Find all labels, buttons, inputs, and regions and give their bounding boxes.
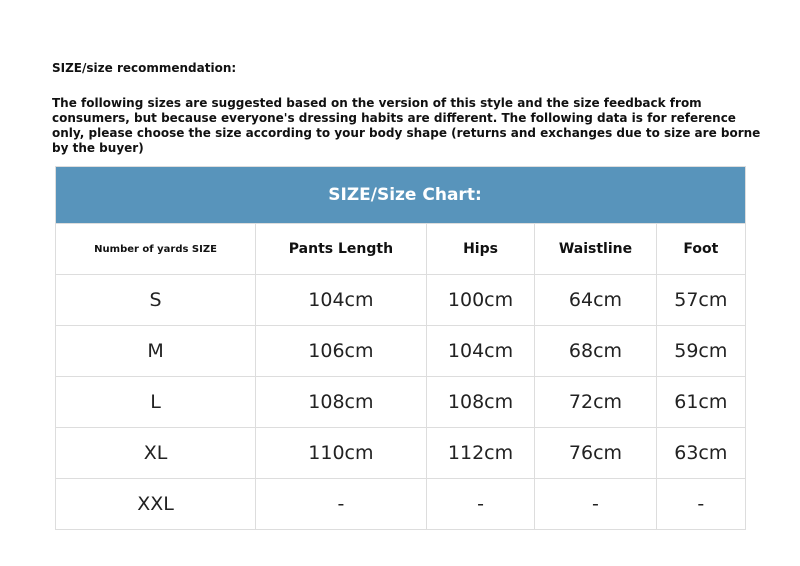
table-cell: 108cm	[255, 376, 427, 428]
table-cell: M	[54, 325, 257, 377]
table-cell: 112cm	[425, 427, 536, 479]
table-cell: S	[54, 274, 257, 326]
table-row: S 104cm 100cm 64cm 57cm	[54, 274, 747, 326]
table-row: M 106cm 104cm 68cm 59cm	[54, 325, 747, 377]
size-chart-banner: SIZE/Size Chart:	[55, 166, 746, 224]
table-cell: 100cm	[425, 274, 536, 326]
table-cell: 108cm	[425, 376, 536, 428]
size-chart-table: SIZE/Size Chart: Number of yards SIZE Pa…	[54, 166, 747, 530]
table-row: L 108cm 108cm 72cm 61cm	[54, 376, 747, 428]
header-waistline: Waistline	[534, 223, 657, 275]
table-cell: -	[534, 478, 657, 530]
table-cell: -	[425, 478, 536, 530]
table-row: XL 110cm 112cm 76cm 63cm	[54, 427, 747, 479]
table-cell: 64cm	[534, 274, 657, 326]
table-cell: 104cm	[425, 325, 536, 377]
header-pants-length: Pants Length	[255, 223, 427, 275]
table-cell: 106cm	[255, 325, 427, 377]
table-cell: XL	[54, 427, 257, 479]
intro-text: The following sizes are suggested based …	[52, 96, 761, 155]
header-size: Number of yards SIZE	[54, 223, 257, 275]
table-cell: 63cm	[655, 427, 747, 479]
table-cell: -	[255, 478, 427, 530]
table-row: XXL - - - -	[54, 478, 747, 530]
table-cell: 61cm	[655, 376, 747, 428]
table-cell: 104cm	[255, 274, 427, 326]
header-hips: Hips	[425, 223, 536, 275]
table-cell: L	[54, 376, 257, 428]
header-row: Number of yards SIZE Pants Length Hips W…	[54, 223, 747, 275]
table-cell: -	[655, 478, 747, 530]
table-cell: 57cm	[655, 274, 747, 326]
header-foot: Foot	[655, 223, 747, 275]
table-cell: 68cm	[534, 325, 657, 377]
table-cell: 59cm	[655, 325, 747, 377]
table-cell: XXL	[54, 478, 257, 530]
section-title: SIZE/size recommendation:	[52, 61, 237, 75]
table-cell: 76cm	[534, 427, 657, 479]
table-cell: 72cm	[534, 376, 657, 428]
table-cell: 110cm	[255, 427, 427, 479]
